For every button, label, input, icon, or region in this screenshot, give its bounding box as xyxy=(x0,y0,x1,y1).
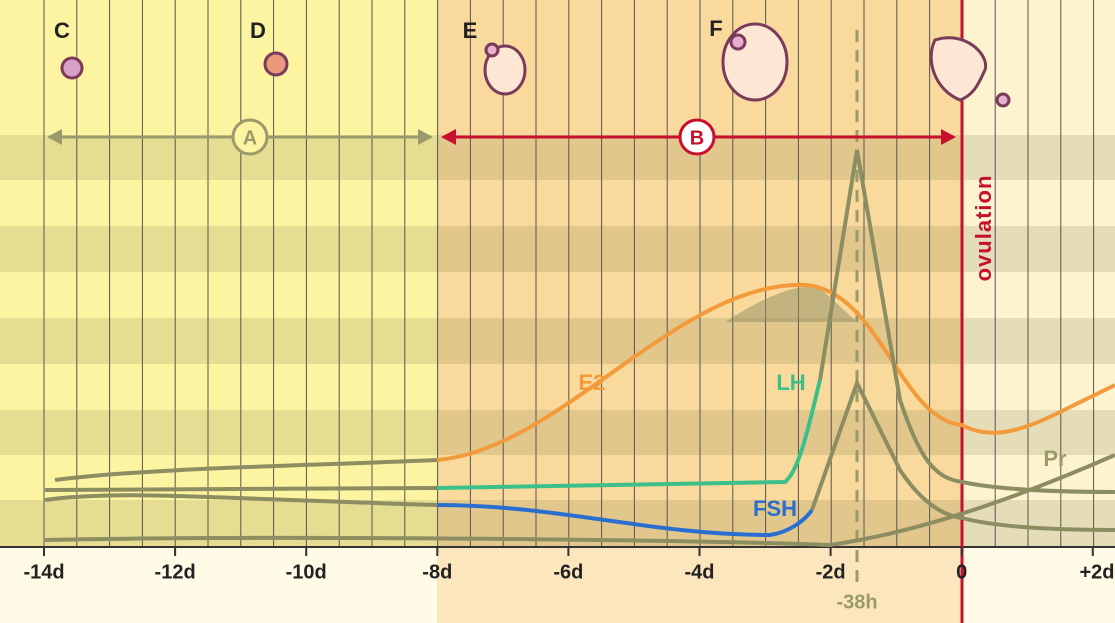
stage-label: F xyxy=(709,16,722,41)
band xyxy=(0,318,1115,364)
oocyte-e xyxy=(484,42,500,58)
stage-label: C xyxy=(54,18,70,43)
hormone-label: E2 xyxy=(579,370,606,395)
tick-label: -12d xyxy=(155,561,196,583)
lh-peak xyxy=(818,149,1115,494)
tick-label: -8d xyxy=(422,561,452,583)
lh-curve xyxy=(436,379,822,490)
follicle-e xyxy=(483,44,527,96)
follicle-c xyxy=(60,56,84,80)
lh-early xyxy=(44,486,438,492)
hormone-label: Pr xyxy=(1043,446,1067,471)
follicle-d xyxy=(263,51,289,77)
lh-peak-label: -38h xyxy=(836,591,877,613)
axis-bg-b xyxy=(437,547,962,623)
follicles xyxy=(60,22,1011,108)
fsh-early xyxy=(44,493,438,507)
stage-label: D xyxy=(250,18,266,43)
follicle-f xyxy=(721,22,789,102)
phase-a-bg xyxy=(0,0,437,547)
fsh-peak xyxy=(810,377,1115,532)
e2-curve xyxy=(436,282,1115,462)
tick-label: -14d xyxy=(23,561,64,583)
band xyxy=(0,226,1115,272)
phase-label: B xyxy=(690,127,704,149)
post-bg xyxy=(962,0,1115,547)
tick-label: +2d xyxy=(1079,561,1114,583)
released-oocyte xyxy=(995,92,1011,108)
tick-label: -6d xyxy=(553,561,583,583)
fsh-curve xyxy=(436,503,814,538)
grid xyxy=(43,0,1095,547)
ruptured-follicle xyxy=(929,36,988,102)
phase-label: A xyxy=(243,127,257,149)
hormone-label: LH xyxy=(776,370,805,395)
phase-a-circle xyxy=(231,118,269,156)
ovulation-label: ovulation xyxy=(971,175,996,282)
tick-label: -2d xyxy=(816,561,846,583)
pr-curve xyxy=(44,453,1115,548)
phase-b-circle xyxy=(678,118,716,156)
hormone-label: FSH xyxy=(753,496,797,521)
oocyte-f xyxy=(729,33,747,51)
x-ticks: -14d -12d -10d -8d -6d -4d -2d 0 +2d xyxy=(23,547,1115,583)
band xyxy=(0,135,1115,180)
tick-label: 0 xyxy=(956,561,967,583)
e2-peak-fill xyxy=(725,286,857,322)
band xyxy=(0,410,1115,455)
tick-label: -10d xyxy=(286,561,327,583)
e2-early xyxy=(54,458,438,482)
tick-label: -4d xyxy=(685,561,715,583)
stage-label: E xyxy=(463,18,478,43)
